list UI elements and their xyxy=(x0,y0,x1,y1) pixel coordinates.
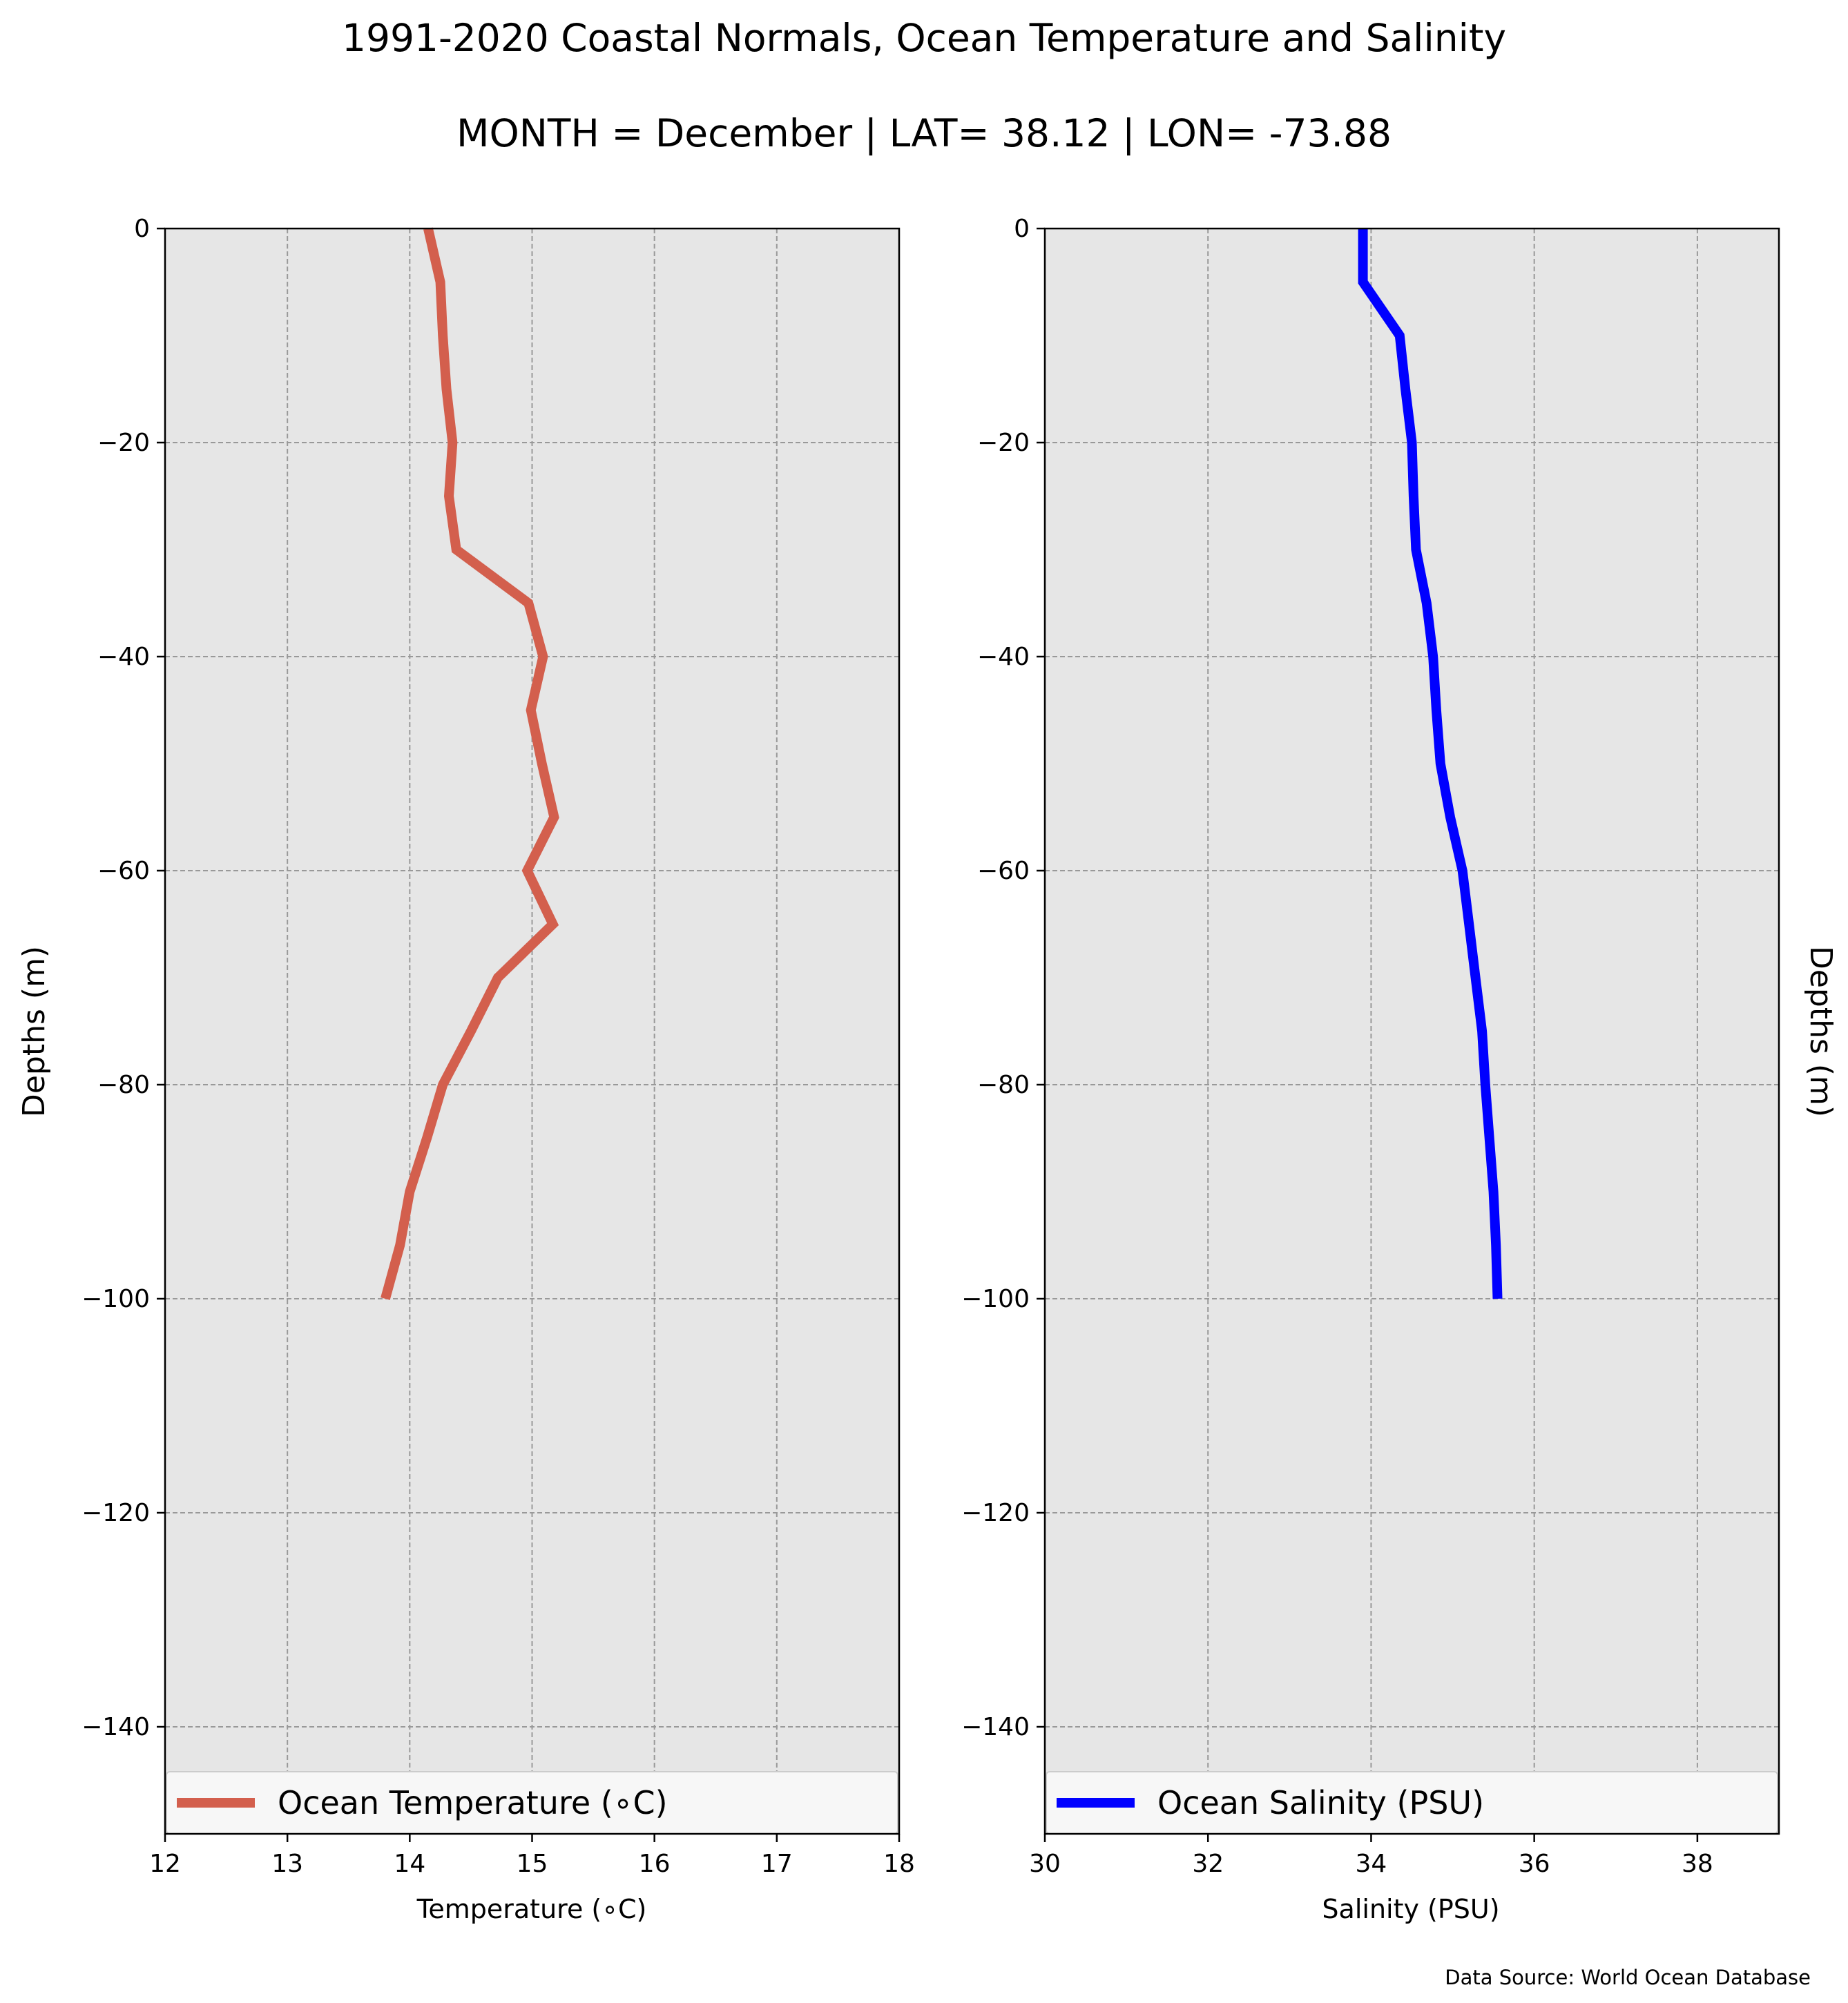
temperature-xtick-label: 15 xyxy=(517,1850,548,1878)
salinity-xtick-label: 36 xyxy=(1519,1850,1550,1878)
salinity-series-line xyxy=(1358,229,1503,1299)
salinity-ytick-label: 0 xyxy=(1014,215,1030,243)
temperature-xlabel: Temperature (∘C) xyxy=(416,1894,647,1924)
temperature-xtick-label: 16 xyxy=(639,1850,671,1878)
chart-title: 1991-2020 Coastal Normals, Ocean Tempera… xyxy=(342,16,1506,60)
salinity-ytick-label: −60 xyxy=(977,857,1030,885)
temperature-xtick-label: 13 xyxy=(271,1850,303,1878)
salinity-ytick-label: −20 xyxy=(977,429,1030,457)
salinity-ytick-label: −80 xyxy=(977,1071,1030,1099)
salinity-ytick-label: −140 xyxy=(961,1713,1030,1741)
data-source-note: Data Source: World Ocean Database xyxy=(1445,1966,1811,1989)
salinity-panel: Ocean Salinity (PSU) 0 −20 −40 −60 −80 −100 −12… xyxy=(961,215,1780,1878)
temperature-ytick-label: −120 xyxy=(81,1499,150,1527)
temperature-ytick-label: −80 xyxy=(97,1071,150,1099)
salinity-xtick-label: 32 xyxy=(1192,1850,1224,1878)
temperature-panel: Ocean Temperature (∘C) 0 −20 −40 −60 −80 −100 −… xyxy=(81,215,915,1878)
salinity-xtick-label: 30 xyxy=(1029,1850,1061,1878)
left-ylabel: Depths (m) xyxy=(17,946,52,1117)
salinity-ytick-label: −100 xyxy=(961,1285,1030,1313)
temperature-ytick-label: −40 xyxy=(97,643,150,671)
temperature-xtick-label: 17 xyxy=(761,1850,793,1878)
salinity-ytick-label: −120 xyxy=(961,1499,1030,1527)
temperature-ytick-label: −60 xyxy=(97,857,150,885)
salinity-xtick-label: 38 xyxy=(1682,1850,1713,1878)
salinity-ytick-label: −40 xyxy=(977,643,1030,671)
temperature-ytick-label: −20 xyxy=(97,429,150,457)
salinity-xlabel: Salinity (PSU) xyxy=(1322,1894,1499,1924)
chart-subtitle: MONTH = December | LAT= 38.12 | LON= -73… xyxy=(456,111,1392,156)
temperature-ytick-label: 0 xyxy=(134,215,150,243)
right-ylabel: Depths (m) xyxy=(1803,946,1838,1117)
salinity-legend-label: Ocean Salinity (PSU) xyxy=(1157,1784,1484,1821)
temperature-xtick-label: 12 xyxy=(149,1850,181,1878)
temperature-legend-label: Ocean Temperature (∘C) xyxy=(278,1784,668,1821)
temperature-plot-area xyxy=(165,229,899,1834)
temperature-xtick-label: 14 xyxy=(394,1850,425,1878)
salinity-frame xyxy=(1043,227,1780,1835)
temperature-ytick-label: −100 xyxy=(81,1285,150,1313)
temperature-ytick-label: −140 xyxy=(81,1713,150,1741)
temperature-series-line xyxy=(381,227,559,1300)
temperature-xtick-label: 18 xyxy=(883,1850,915,1878)
salinity-xtick-label: 34 xyxy=(1356,1850,1387,1878)
